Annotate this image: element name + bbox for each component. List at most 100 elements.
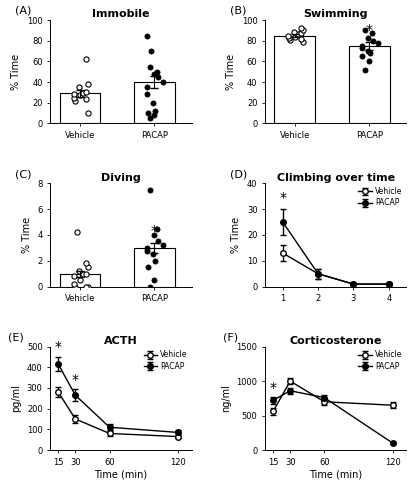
Point xyxy=(365,34,372,42)
Point xyxy=(150,276,157,284)
Point xyxy=(150,98,156,106)
Title: Corticosterone: Corticosterone xyxy=(290,336,382,346)
Point xyxy=(366,49,373,57)
Point xyxy=(147,62,154,70)
Point xyxy=(365,58,372,66)
Title: Climbing over time: Climbing over time xyxy=(277,172,395,182)
Y-axis label: % Time: % Time xyxy=(22,217,32,253)
Legend: Vehicle, PACAP: Vehicle, PACAP xyxy=(144,350,188,370)
Point xyxy=(358,44,365,52)
Point xyxy=(83,56,89,64)
Point xyxy=(154,68,160,76)
Legend: Vehicle, PACAP: Vehicle, PACAP xyxy=(358,350,403,370)
Point xyxy=(80,90,87,98)
Point xyxy=(80,270,87,278)
Text: *: * xyxy=(366,22,373,36)
Point xyxy=(290,28,297,36)
Point xyxy=(83,270,90,278)
Point xyxy=(144,264,151,272)
Point xyxy=(144,109,151,117)
Point xyxy=(160,78,166,86)
Y-axis label: % Time: % Time xyxy=(231,217,241,253)
Point xyxy=(83,88,90,96)
Point xyxy=(150,111,157,119)
Point xyxy=(147,186,154,194)
Text: *: * xyxy=(151,224,158,237)
Bar xyxy=(134,82,175,124)
Point xyxy=(154,224,160,232)
Text: (A): (A) xyxy=(15,6,31,16)
Point xyxy=(143,32,150,40)
Point xyxy=(77,276,84,284)
Point xyxy=(70,90,77,98)
Point xyxy=(152,107,158,115)
Text: (C): (C) xyxy=(15,169,31,179)
Point xyxy=(150,250,156,258)
Title: Swimming: Swimming xyxy=(303,9,368,19)
Title: Diving: Diving xyxy=(101,172,141,182)
Point xyxy=(70,94,77,102)
Title: Immobile: Immobile xyxy=(92,9,150,19)
Legend: Vehicle, PACAP: Vehicle, PACAP xyxy=(358,187,403,208)
Point xyxy=(375,38,381,46)
Point xyxy=(147,114,154,122)
X-axis label: Time (min): Time (min) xyxy=(309,470,362,480)
Text: *: * xyxy=(279,192,286,205)
Y-axis label: % Time: % Time xyxy=(226,54,236,90)
Point xyxy=(72,282,78,290)
Point xyxy=(370,36,376,44)
Point xyxy=(75,267,82,275)
Point xyxy=(70,280,77,288)
Y-axis label: % Time: % Time xyxy=(11,54,21,90)
Point xyxy=(143,90,150,98)
Point xyxy=(359,52,366,60)
Point xyxy=(147,282,154,290)
Point xyxy=(362,26,368,34)
Point xyxy=(83,260,89,268)
Point xyxy=(297,30,304,38)
Point xyxy=(143,246,150,254)
Point xyxy=(364,47,371,55)
Point xyxy=(292,32,298,40)
Point xyxy=(75,83,82,91)
Text: (D): (D) xyxy=(230,169,247,179)
Point xyxy=(85,282,91,290)
Point xyxy=(300,38,306,46)
Text: *: * xyxy=(72,373,79,387)
Point xyxy=(77,92,84,100)
Point xyxy=(295,30,302,38)
Y-axis label: ng/ml: ng/ml xyxy=(221,384,231,412)
Bar xyxy=(349,46,390,124)
Point xyxy=(72,96,78,104)
Text: (E): (E) xyxy=(8,332,23,342)
Point xyxy=(368,30,375,38)
Point xyxy=(160,242,166,250)
Point xyxy=(70,272,77,280)
Point xyxy=(155,73,161,81)
Point xyxy=(297,24,304,32)
Point xyxy=(83,94,89,102)
X-axis label: Time (min): Time (min) xyxy=(94,470,147,480)
Bar xyxy=(134,248,175,286)
Point xyxy=(144,244,150,252)
Point xyxy=(286,36,293,44)
Point xyxy=(85,109,91,117)
Y-axis label: pg/ml: pg/ml xyxy=(11,384,21,412)
Point xyxy=(144,83,150,91)
Bar xyxy=(274,36,316,124)
Point xyxy=(285,34,292,42)
Text: (F): (F) xyxy=(223,332,238,342)
Point xyxy=(155,238,161,246)
Point xyxy=(362,66,369,74)
Point xyxy=(74,228,80,236)
Point xyxy=(152,257,158,265)
Point xyxy=(359,42,365,50)
Point xyxy=(83,282,89,290)
Point xyxy=(285,32,292,40)
Bar xyxy=(59,274,101,286)
Text: *: * xyxy=(269,380,277,394)
Text: (B): (B) xyxy=(230,6,246,16)
Bar xyxy=(59,94,101,124)
Text: *: * xyxy=(55,340,62,354)
Point xyxy=(297,34,304,42)
